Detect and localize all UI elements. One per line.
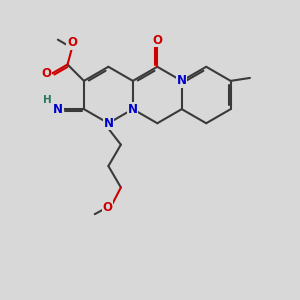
Text: O: O [103,201,113,214]
Text: H: H [43,94,52,105]
Text: N: N [128,103,138,116]
Text: O: O [152,34,162,46]
Text: N: N [53,103,63,116]
Text: N: N [177,74,187,87]
Text: N: N [103,117,113,130]
Text: O: O [67,36,77,49]
Text: O: O [42,67,52,80]
